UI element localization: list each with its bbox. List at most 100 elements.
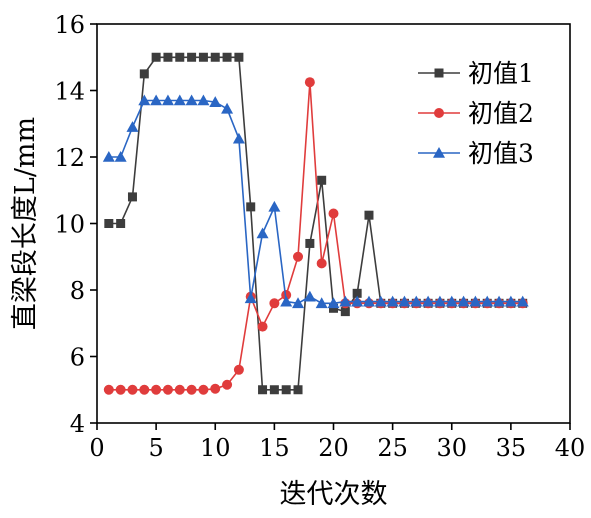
y-tick-label: 14	[54, 78, 85, 106]
data-point	[504, 295, 517, 307]
legend-item-3: 初值3	[418, 139, 534, 168]
data-point	[516, 295, 529, 307]
data-point	[127, 192, 137, 202]
x-tick-label: 0	[89, 434, 104, 462]
data-point	[162, 384, 173, 395]
legend-marker	[434, 108, 444, 118]
data-point	[126, 121, 139, 132]
data-point	[256, 227, 269, 239]
y-tick-label: 8	[70, 277, 85, 305]
data-point	[210, 52, 220, 62]
data-point	[281, 289, 292, 300]
data-point	[210, 383, 221, 394]
data-point	[493, 295, 506, 307]
data-point	[317, 175, 327, 185]
data-point	[257, 321, 268, 332]
x-tick-label: 20	[318, 434, 349, 462]
data-point	[268, 200, 281, 212]
series-line	[108, 56, 523, 391]
data-point	[234, 52, 244, 62]
data-point	[293, 385, 303, 395]
x-tick-label: 40	[555, 434, 586, 462]
data-point	[328, 208, 339, 219]
data-point	[209, 96, 222, 107]
data-point	[232, 132, 245, 144]
data-point	[386, 295, 399, 307]
data-point	[398, 295, 411, 307]
x-axis-title: 迭代次数	[280, 479, 388, 510]
y-tick-label: 6	[70, 344, 85, 372]
data-point	[127, 384, 138, 395]
data-point	[258, 385, 268, 395]
data-point	[292, 297, 305, 309]
data-point	[316, 258, 327, 269]
series-2	[103, 77, 528, 395]
data-point	[303, 290, 316, 302]
series-3	[102, 94, 529, 309]
y-tick-label: 16	[54, 11, 85, 39]
data-point	[445, 295, 458, 307]
data-point	[197, 94, 210, 106]
legend-marker	[434, 68, 444, 78]
data-point	[114, 151, 127, 162]
data-point	[187, 52, 197, 62]
data-point	[246, 202, 256, 212]
data-point	[175, 52, 185, 62]
legend-item-2: 初值2	[418, 99, 534, 128]
data-point	[281, 385, 291, 395]
series-layer	[102, 52, 529, 395]
legend-marker	[433, 147, 445, 158]
data-point	[304, 77, 315, 88]
data-point	[185, 94, 198, 106]
data-point	[327, 297, 340, 309]
data-point	[340, 307, 350, 317]
x-tick-label: 10	[200, 434, 231, 462]
data-point	[305, 238, 315, 248]
data-point	[138, 94, 151, 106]
x-tick-label: 5	[148, 434, 163, 462]
axes: 0 5 10 15 20 25 30 35 40 4 6 8 10 12 14 16	[54, 11, 585, 462]
data-point	[151, 52, 161, 62]
series-line	[108, 99, 523, 305]
legend-item-1: 初值1	[418, 59, 534, 88]
y-axis-title: 直梁段长度L/mm	[10, 117, 41, 330]
data-point	[163, 52, 173, 62]
x-tick-label: 25	[377, 434, 408, 462]
data-point	[174, 384, 185, 395]
data-point	[244, 292, 257, 304]
series-line	[108, 82, 523, 391]
data-point	[329, 303, 338, 313]
data-point	[457, 295, 470, 307]
data-point	[150, 94, 163, 106]
data-point	[139, 69, 149, 79]
data-point	[173, 94, 186, 106]
data-point	[410, 295, 423, 307]
data-point	[481, 295, 494, 307]
data-point	[221, 102, 234, 114]
y-tick-label: 4	[70, 410, 85, 438]
data-point	[161, 94, 174, 106]
data-point	[222, 52, 232, 62]
data-point	[422, 295, 435, 307]
data-point	[151, 384, 162, 395]
data-point	[186, 384, 197, 395]
data-point	[198, 52, 208, 62]
x-tick-label: 15	[259, 434, 290, 462]
legend: 初值1 初值2 初值3	[418, 59, 534, 168]
y-tick-label: 12	[54, 144, 85, 172]
data-point	[139, 384, 150, 395]
x-tick-label: 30	[436, 434, 467, 462]
data-point	[374, 295, 387, 307]
data-point	[351, 295, 364, 307]
data-point	[280, 295, 293, 307]
data-point	[469, 295, 482, 307]
legend-label: 初值3	[468, 139, 534, 168]
y-tick-label: 10	[54, 211, 85, 239]
data-point	[102, 151, 115, 162]
data-point	[339, 295, 352, 307]
data-point	[293, 251, 304, 262]
data-point	[433, 295, 446, 307]
legend-label: 初值2	[468, 99, 534, 128]
legend-label: 初值1	[468, 59, 534, 88]
